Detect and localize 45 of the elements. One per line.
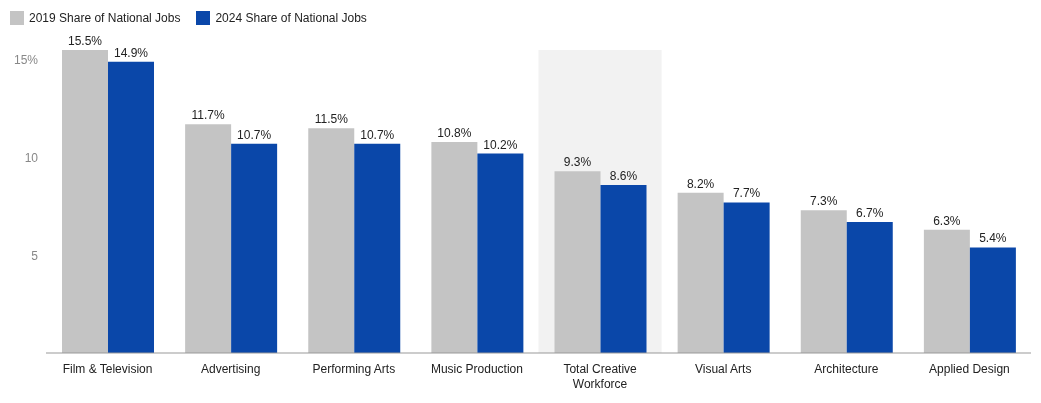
bar: [354, 143, 401, 353]
data-label: 9.3%: [563, 155, 592, 170]
x-tick-label: Total Creative Workforce: [563, 362, 638, 391]
data-label: 10.8%: [437, 125, 472, 140]
y-tick-label: 15%: [13, 53, 39, 68]
data-label: 6.7%: [856, 206, 884, 221]
y-tick-label: 10: [24, 150, 39, 165]
bar: [308, 128, 355, 353]
bar: [431, 141, 478, 353]
y-tick-label: 5: [31, 248, 39, 263]
bar: [477, 153, 524, 353]
data-label: 8.2%: [686, 176, 715, 191]
x-tick-label: Applied Design: [929, 362, 1010, 376]
bar: [677, 192, 724, 353]
data-label: 7.7%: [732, 186, 761, 201]
data-label: 15.5%: [67, 34, 103, 48]
bar: [185, 124, 232, 353]
bar: [800, 210, 847, 353]
legend-label: 2024 Share of National Jobs: [215, 11, 367, 25]
data-label: 11.5%: [314, 112, 349, 127]
bar: [108, 61, 155, 353]
data-label: 6.3%: [933, 213, 961, 228]
bar: [923, 229, 970, 353]
bar: [723, 202, 770, 353]
bar: [600, 184, 647, 353]
bar: [231, 143, 278, 353]
data-label: 10.2%: [483, 137, 518, 152]
x-tick-label: Architecture: [814, 362, 879, 376]
data-label: 8.6%: [609, 168, 638, 183]
x-tick-label: Performing Arts: [312, 362, 396, 376]
x-tick-label: Music Production: [430, 362, 523, 376]
bar: [969, 247, 1016, 353]
data-label: 10.7%: [237, 127, 272, 142]
x-tick-label: Visual Arts: [694, 362, 752, 376]
data-label: 7.3%: [810, 194, 838, 209]
data-label: 5.4%: [979, 231, 1007, 246]
bar: [62, 50, 109, 353]
legend-label: 2019 Share of National Jobs: [29, 11, 181, 25]
x-tick-label: Film & Television: [62, 362, 153, 376]
bar: [554, 171, 601, 353]
x-tick-label: Advertising: [201, 362, 261, 376]
bar: [846, 222, 893, 353]
data-label: 14.9%: [113, 45, 149, 60]
data-label: 11.7%: [191, 108, 226, 123]
data-label: 10.7%: [360, 127, 395, 142]
